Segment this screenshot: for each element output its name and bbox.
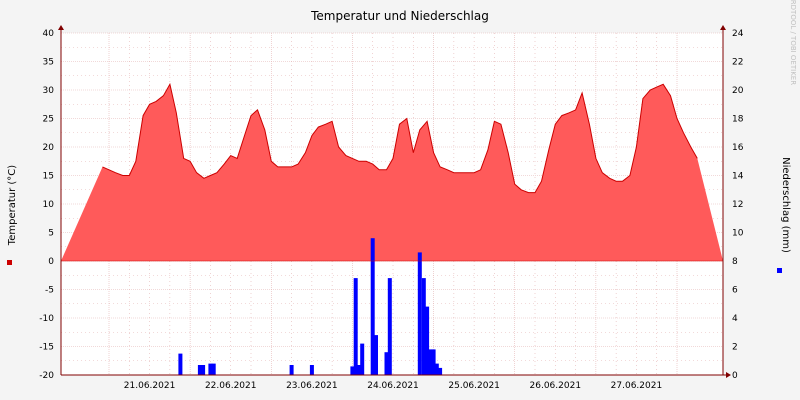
x-tick-label: 26.06.2021 (530, 381, 582, 391)
precipitation-bar (211, 363, 216, 375)
temperature-area (61, 84, 723, 261)
precipitation-bar (425, 306, 430, 375)
y-left-tick-label: 20 (43, 143, 55, 153)
y-left-tick-label: -10 (39, 314, 54, 324)
y-left-arrow (58, 25, 64, 30)
precipitation-bar (353, 278, 358, 375)
y-right-tick-label: 4 (732, 314, 738, 324)
y-left-tick-label: 15 (43, 172, 54, 182)
precipitation-bar (356, 365, 361, 375)
y-right-tick-label: 12 (732, 200, 743, 210)
y-left-tick-label: -5 (45, 286, 54, 296)
legend-precipitation-marker (777, 268, 782, 273)
grid (61, 32, 723, 376)
left-tick-labels: 40 35 30 25 20 15 10 5 0 -5 -10 -15 -20 (39, 29, 54, 381)
precipitation-bar (438, 367, 443, 375)
precipitation-bar (421, 278, 426, 375)
watermark: RRDTOOL / TOBI OETIKER (789, 0, 797, 85)
y-left-tick-label: 35 (43, 58, 54, 68)
precipitation-bar (350, 366, 355, 375)
y-left-tick-label: 10 (43, 200, 55, 210)
precipitation-bar (201, 365, 206, 375)
precipitation-bar (387, 278, 392, 375)
y-left-tick-label: 0 (48, 257, 54, 267)
precipitation-bars (178, 238, 443, 375)
precipitation-bar (370, 238, 375, 375)
legend-temperature-marker (7, 260, 12, 265)
precipitation-bar (178, 353, 183, 375)
y-right-tick-label: 6 (732, 286, 738, 296)
precipitation-bar (374, 335, 378, 375)
precipitation-bar (428, 349, 433, 375)
precipitation-bar (208, 363, 213, 375)
x-tick-label: 27.06.2021 (611, 381, 663, 391)
y-left-tick-label: 5 (48, 229, 54, 239)
x-tick-labels: 21.06.2021 22.06.2021 23.06.2021 24.06.2021… (124, 381, 662, 391)
x-tick-label: 25.06.2021 (448, 381, 500, 391)
precipitation-bar (384, 352, 389, 375)
precipitation-bar (289, 365, 294, 375)
y-right-tick-label: 10 (732, 229, 744, 239)
x-tick-label: 23.06.2021 (286, 381, 338, 391)
precipitation-bar (309, 365, 314, 375)
y-right-tick-label: 18 (732, 115, 744, 125)
y-right-tick-label: 16 (732, 143, 744, 153)
y-right-tick-label: 14 (732, 172, 744, 182)
y-left-label: Temperatur (°C) (7, 165, 18, 246)
y-right-tick-label: 22 (732, 58, 743, 68)
precipitation-bar (360, 343, 365, 375)
y-left-tick-label: -20 (39, 371, 54, 381)
x-tick-label: 24.06.2021 (367, 381, 419, 391)
x-arrow (726, 372, 731, 378)
precipitation-bar (197, 365, 202, 375)
y-left-tick-label: 40 (43, 29, 55, 39)
y-right-label: Niederschlag (mm) (780, 157, 791, 253)
y-left-tick-label: 30 (43, 86, 55, 96)
x-tick-label: 22.06.2021 (205, 381, 257, 391)
y-right-arrow (720, 25, 726, 30)
precipitation-bar (434, 363, 439, 375)
y-right-tick-label: 24 (732, 29, 744, 39)
y-left-tick-label: 25 (43, 115, 54, 125)
y-right-tick-label: 20 (732, 86, 744, 96)
precipitation-bar (431, 349, 436, 375)
y-right-tick-label: 2 (732, 343, 738, 353)
axes (58, 25, 731, 378)
precipitation-bar (417, 252, 422, 375)
x-tick-label: 21.06.2021 (124, 381, 176, 391)
temperature-line (102, 82, 698, 194)
y-right-tick-label: 0 (732, 371, 738, 381)
y-left-tick-label: -15 (39, 343, 54, 353)
y-right-tick-label: 8 (732, 257, 738, 267)
chart-title: Temperatur und Niederschlag (310, 9, 489, 23)
